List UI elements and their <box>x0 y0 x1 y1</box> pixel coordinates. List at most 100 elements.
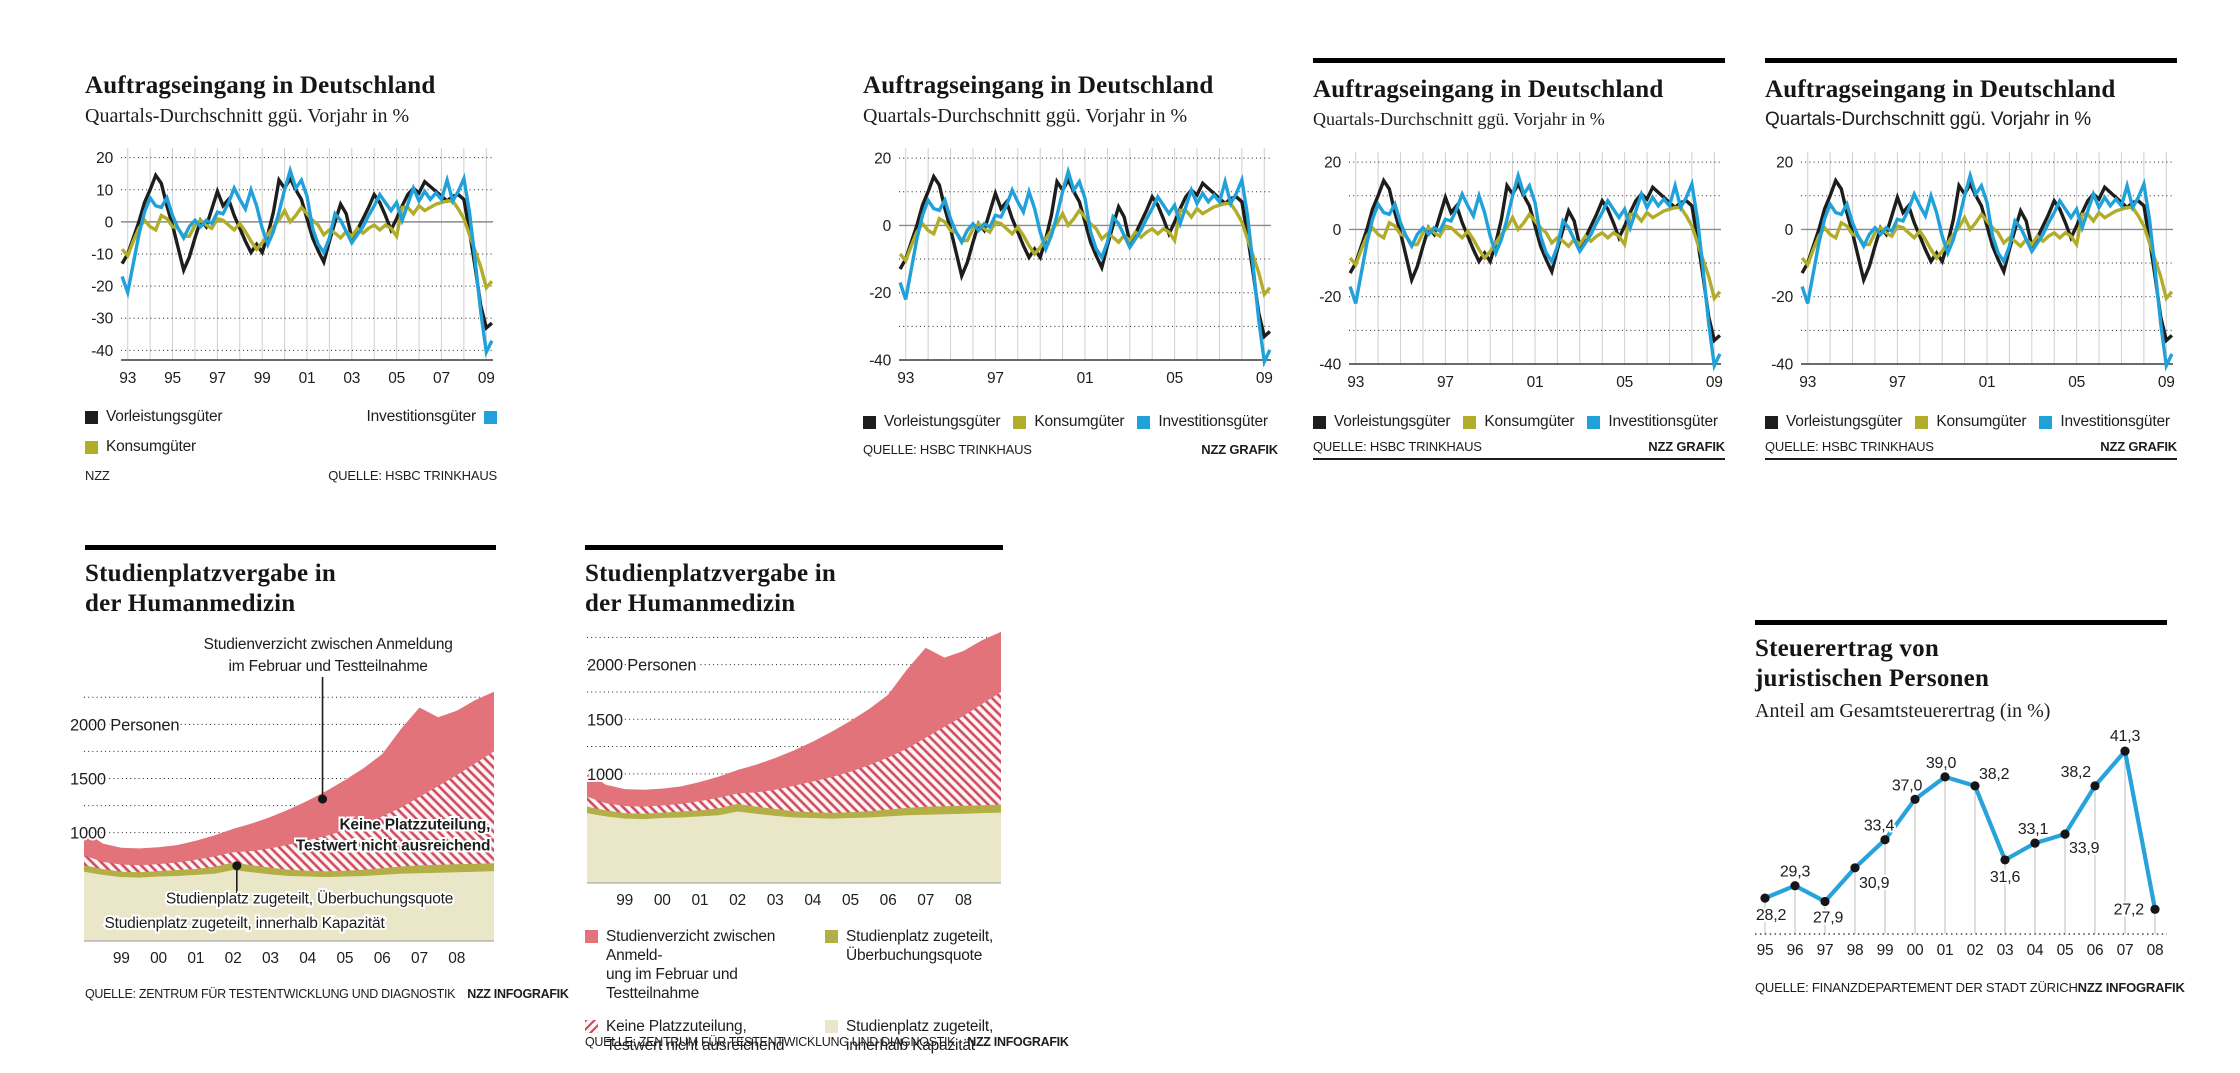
orders-line-chart: 20 10 0 -10 -20 -30 -40 93 95 97 99 01 03 05 07 09 <box>91 148 495 387</box>
panel-bottom-rule <box>1765 458 2177 460</box>
svg-text:04: 04 <box>299 950 316 967</box>
svg-text:05: 05 <box>1166 370 1183 387</box>
legend-item-konsumgueter: Konsumgüter <box>1013 413 1125 431</box>
svg-text:28,2: 28,2 <box>1756 907 1787 924</box>
svg-text:-10: -10 <box>91 247 113 264</box>
legend-item-investitionsgueter: Investitionsgüter <box>1587 413 1718 431</box>
footer-source: QUELLE: ZENTRUM FÜR TESTENTWICKLUNG UND … <box>85 987 456 1001</box>
svg-text:93: 93 <box>119 370 136 387</box>
svg-text:97: 97 <box>1889 374 1906 391</box>
legend-swatch-olive <box>1915 415 1929 429</box>
svg-text:08: 08 <box>955 892 972 909</box>
svg-text:93: 93 <box>897 370 914 387</box>
footer-source: QUELLE: HSBC TRINKHAUS <box>1765 439 1934 454</box>
svg-text:99: 99 <box>616 892 633 909</box>
legend-label: Vorleistungsgüter <box>1334 413 1451 430</box>
svg-text:03: 03 <box>767 892 784 909</box>
svg-text:-20: -20 <box>1319 289 1341 306</box>
chart-title-line-2: der Humanmedizin <box>585 590 796 617</box>
svg-text:07: 07 <box>2117 942 2134 959</box>
svg-text:1000: 1000 <box>70 825 106 843</box>
legend-label: Überbuchungsquote <box>846 947 983 964</box>
svg-text:09: 09 <box>1256 370 1273 387</box>
legend-item-konsumgueter: Konsumgüter <box>1463 413 1575 431</box>
svg-text:05: 05 <box>388 370 405 387</box>
svg-text:03: 03 <box>262 950 279 967</box>
legend-item-konsumgueter: Konsumgüter <box>85 438 196 456</box>
svg-text:20: 20 <box>874 151 891 168</box>
svg-text:2000 Personen: 2000 Personen <box>587 657 696 675</box>
legend-label: Konsumgüter <box>1034 413 1125 430</box>
svg-text:2000 Personen: 2000 Personen <box>70 716 179 734</box>
svg-text:01: 01 <box>691 892 708 909</box>
svg-text:04: 04 <box>804 892 821 909</box>
svg-text:03: 03 <box>1997 942 2014 959</box>
panel-study-places-legend: Studienplatzvergabe in der Humanmedizin … <box>585 545 1069 1070</box>
svg-text:10: 10 <box>96 182 113 199</box>
legend-label: Investitionsgüter <box>1158 413 1268 430</box>
footer-publisher: NZZ <box>85 468 110 483</box>
legend-label: Vorleistungsgüter <box>106 408 223 425</box>
svg-text:08: 08 <box>448 950 465 967</box>
footer-source: QUELLE: HSBC TRINKHAUS <box>328 468 497 483</box>
chart-subtitle: Quartals-Durchschnitt ggü. Vorjahr in % <box>863 105 1188 127</box>
svg-text:Studienplatz zugeteilt, Überbu: Studienplatz zugeteilt, Überbuchungsquot… <box>166 890 453 908</box>
svg-text:1500: 1500 <box>587 711 623 729</box>
legend-row: Vorleistungsgüter Konsumgüter Investitio… <box>863 413 1268 431</box>
legend-swatch-hatch <box>585 1020 598 1033</box>
svg-text:39,0: 39,0 <box>1926 755 1957 772</box>
panel-top-bar <box>585 545 1003 550</box>
svg-text:01: 01 <box>187 950 204 967</box>
svg-text:96: 96 <box>1787 942 1804 959</box>
legend-swatch-beige <box>825 1020 838 1033</box>
tax-revenue-line-chart: 28,2 29,3 27,9 30,9 33,4 37,039,0 38,2 31,6 33,1… <box>1755 726 2167 959</box>
legend-label: Konsumgüter <box>106 438 196 455</box>
legend-item-investitionsgueter: Investitionsgüter <box>2039 413 2170 431</box>
svg-text:97: 97 <box>209 370 226 387</box>
svg-text:93: 93 <box>1799 374 1816 391</box>
svg-text:05: 05 <box>2068 374 2085 391</box>
legend-swatch-olive <box>825 930 838 943</box>
chart-title: Auftragseingang in Deutschland <box>1313 76 1664 103</box>
footer-credit: NZZ GRAFIK <box>1201 442 1278 457</box>
legend-item-konsumgueter: Konsumgüter <box>1915 413 2027 431</box>
legend-swatch-olive <box>1013 415 1027 429</box>
svg-text:03: 03 <box>343 370 360 387</box>
legend-row-1: Vorleistungsgüter Investitionsgüter <box>85 408 497 426</box>
svg-text:07: 07 <box>411 950 428 967</box>
legend-label: Vorleistungsgüter <box>1786 413 1903 430</box>
footer-source: QUELLE: HSBC TRINKHAUS <box>863 442 1032 457</box>
legend-item-vorleistungsgueter: Vorleistungsgüter <box>85 408 223 426</box>
legend-label: Studienverzicht zwischen Anmeld- <box>606 928 776 964</box>
svg-text:97: 97 <box>1437 374 1454 391</box>
chart-footer: NZZ QUELLE: HSBC TRINKHAUS <box>85 468 497 483</box>
legend-item-vorleistungsgueter: Vorleistungsgüter <box>863 413 1001 431</box>
legend-item-vorleistungsgueter: Vorleistungsgüter <box>1765 413 1903 431</box>
legend-row-2: Konsumgüter <box>85 438 196 456</box>
legend-row: Vorleistungsgüter Konsumgüter Investitio… <box>1765 413 2170 431</box>
svg-text:00: 00 <box>654 892 671 909</box>
svg-text:Testwert nicht ausreichend: Testwert nicht ausreichend <box>296 838 490 855</box>
svg-text:-20: -20 <box>91 279 113 296</box>
svg-text:37,0: 37,0 <box>1892 777 1923 794</box>
svg-text:01: 01 <box>299 370 316 387</box>
svg-text:00: 00 <box>150 950 167 967</box>
legend-label: Konsumgüter <box>1936 413 2027 430</box>
legend-swatch-black <box>1765 415 1778 429</box>
svg-text:93: 93 <box>1347 374 1364 391</box>
orders-line-chart: 20 0 -20 -40 93 97 01 05 09 <box>1319 152 1723 391</box>
legend-label: Keine Platzzuteilung, <box>606 1018 747 1035</box>
legend-item-keine-platzzuteilung: Keine Platzzuteilung, Testwert nicht ausr… <box>585 1017 825 1055</box>
legend-label: Vorleistungsgüter <box>884 413 1001 430</box>
panel-tax-revenue: Steuerertrag von juristischen Personen A… <box>1755 620 2185 1000</box>
svg-text:20: 20 <box>1776 155 1793 172</box>
svg-text:07: 07 <box>433 370 450 387</box>
legend-label: Testwert nicht ausreichend <box>606 1037 785 1054</box>
chart-footer: QUELLE: HSBC TRINKHAUS NZZ GRAFIK <box>1765 439 2177 454</box>
svg-text:09: 09 <box>478 370 495 387</box>
svg-text:31,6: 31,6 <box>1990 869 2021 886</box>
footer-credit: NZZ GRAFIK <box>2100 439 2177 454</box>
svg-text:38,2: 38,2 <box>2061 764 2092 781</box>
svg-text:33,4: 33,4 <box>1864 818 1895 835</box>
